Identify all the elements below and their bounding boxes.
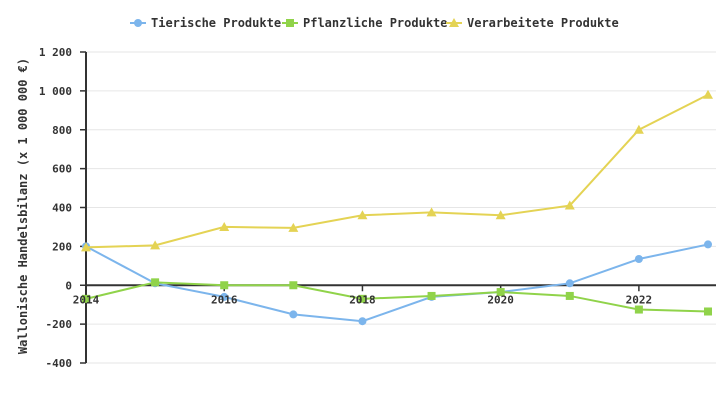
data-point bbox=[358, 317, 367, 326]
y-tick-label: 1 200 bbox=[39, 46, 72, 59]
data-point bbox=[289, 310, 298, 319]
y-tick-label: -400 bbox=[46, 357, 73, 370]
series-group bbox=[81, 89, 713, 326]
data-point bbox=[565, 291, 574, 300]
data-point bbox=[358, 294, 367, 303]
series-line-2 bbox=[85, 93, 709, 249]
data-point bbox=[357, 210, 368, 220]
y-tick-label: 1 000 bbox=[39, 85, 72, 98]
data-point bbox=[703, 89, 713, 99]
data-point bbox=[220, 292, 229, 301]
legend-marker bbox=[449, 18, 459, 27]
data-point bbox=[634, 255, 643, 264]
data-point bbox=[82, 294, 90, 303]
legend-marker bbox=[134, 19, 142, 27]
data-point bbox=[633, 124, 644, 134]
legend-item-label: Verarbeitete Produkte bbox=[467, 16, 619, 30]
y-tick-label: 0 bbox=[65, 279, 72, 292]
y-axis-label: Wallonische Handelsbilanz (x 1 000 000 €… bbox=[16, 58, 30, 354]
data-point bbox=[150, 240, 161, 250]
data-point bbox=[564, 200, 575, 210]
y-tick-label: 800 bbox=[52, 124, 72, 137]
x-tick-label: 2018 bbox=[349, 293, 376, 306]
data-point bbox=[704, 240, 712, 249]
data-point bbox=[427, 291, 436, 300]
y-tick-label: 400 bbox=[52, 202, 72, 215]
data-point bbox=[219, 221, 230, 231]
data-point bbox=[704, 307, 712, 316]
x-tick-label: 2016 bbox=[211, 293, 238, 306]
x-tick-label: 2014 bbox=[73, 293, 100, 306]
y-tick-label: 600 bbox=[52, 163, 72, 176]
data-point bbox=[496, 288, 505, 297]
y-tick-label: -200 bbox=[46, 318, 73, 331]
data-point bbox=[426, 207, 437, 217]
data-point bbox=[565, 279, 574, 288]
legend-item-label: Pflanzliche Produkte bbox=[303, 16, 448, 30]
data-point bbox=[634, 305, 643, 314]
legend-item-label: Tierische Produkte bbox=[151, 16, 281, 30]
gridlines bbox=[86, 51, 716, 364]
legend[interactable]: Tierische Produkte Pflanzliche Produkte Ve… bbox=[130, 16, 619, 30]
data-point bbox=[151, 278, 160, 287]
data-point bbox=[220, 281, 229, 290]
tick-labels: 1 200 1 000 800 600 400 200 0 -200 -400 2014 2016 2… bbox=[39, 46, 652, 370]
data-point bbox=[81, 242, 91, 252]
y-tick-label: 200 bbox=[52, 240, 72, 253]
x-tick-label: 2020 bbox=[487, 293, 514, 306]
x-tick-label: 2022 bbox=[626, 293, 653, 306]
legend-marker bbox=[286, 19, 294, 27]
series-line-0 bbox=[85, 243, 709, 323]
data-point bbox=[289, 281, 298, 290]
series-line-1 bbox=[85, 281, 709, 313]
data-point bbox=[288, 222, 299, 232]
data-point bbox=[495, 210, 506, 220]
